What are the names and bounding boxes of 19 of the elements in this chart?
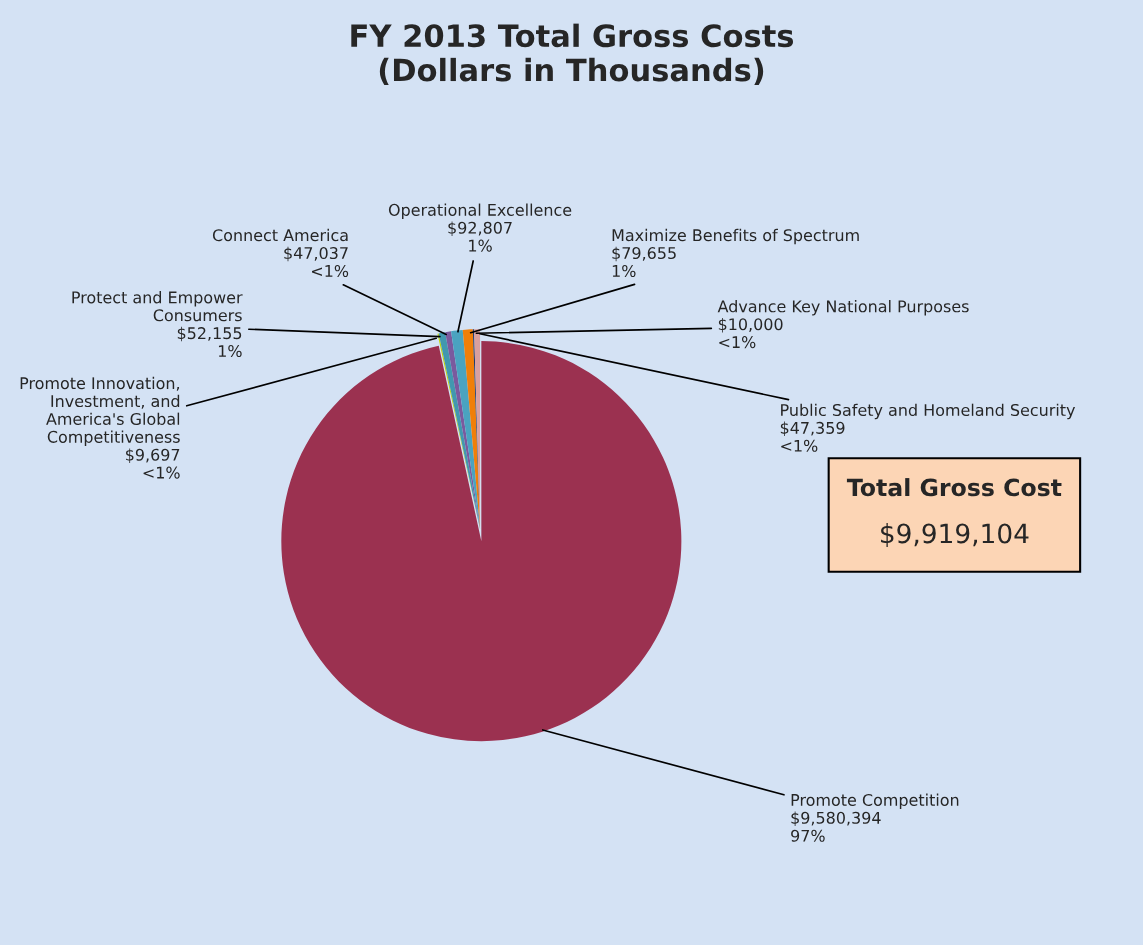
data-label: $92,807 1% [448, 221, 512, 252]
text: Total Gross Cost [846, 478, 1062, 497]
slice-label: Advance Key National Purposes [717, 300, 969, 316]
slice-label: Promote Competition [791, 793, 959, 810]
text: $9,919,104 [881, 523, 1029, 547]
data-label: $10,000 <1% [718, 317, 783, 349]
chart-title: FY 2013 Total Gross Costs (Dollars in Thousands) [351, 23, 794, 86]
data-label: $9,697 <1% [126, 448, 180, 479]
slice-label: Maximize Benefits of Spectrum [612, 228, 859, 245]
slice-label: Connect America [212, 228, 348, 242]
data-label: $47,359 <1% [780, 421, 845, 452]
data-label: $9,580,394 97% [791, 811, 881, 842]
slice-label: Promote Innovation, Investment, and America's Global Competitiveness [20, 376, 180, 446]
slice-label: Public Safety and Homeland Security [781, 403, 1076, 420]
slice-label: Protect and Empower Consumers [72, 291, 243, 322]
slice-label: Operational Excellence [388, 203, 572, 220]
data-label: $79,655 1% [612, 246, 676, 277]
data-label: $52,155 1% [177, 326, 242, 358]
data-label: $47,037 <1% [284, 246, 349, 277]
